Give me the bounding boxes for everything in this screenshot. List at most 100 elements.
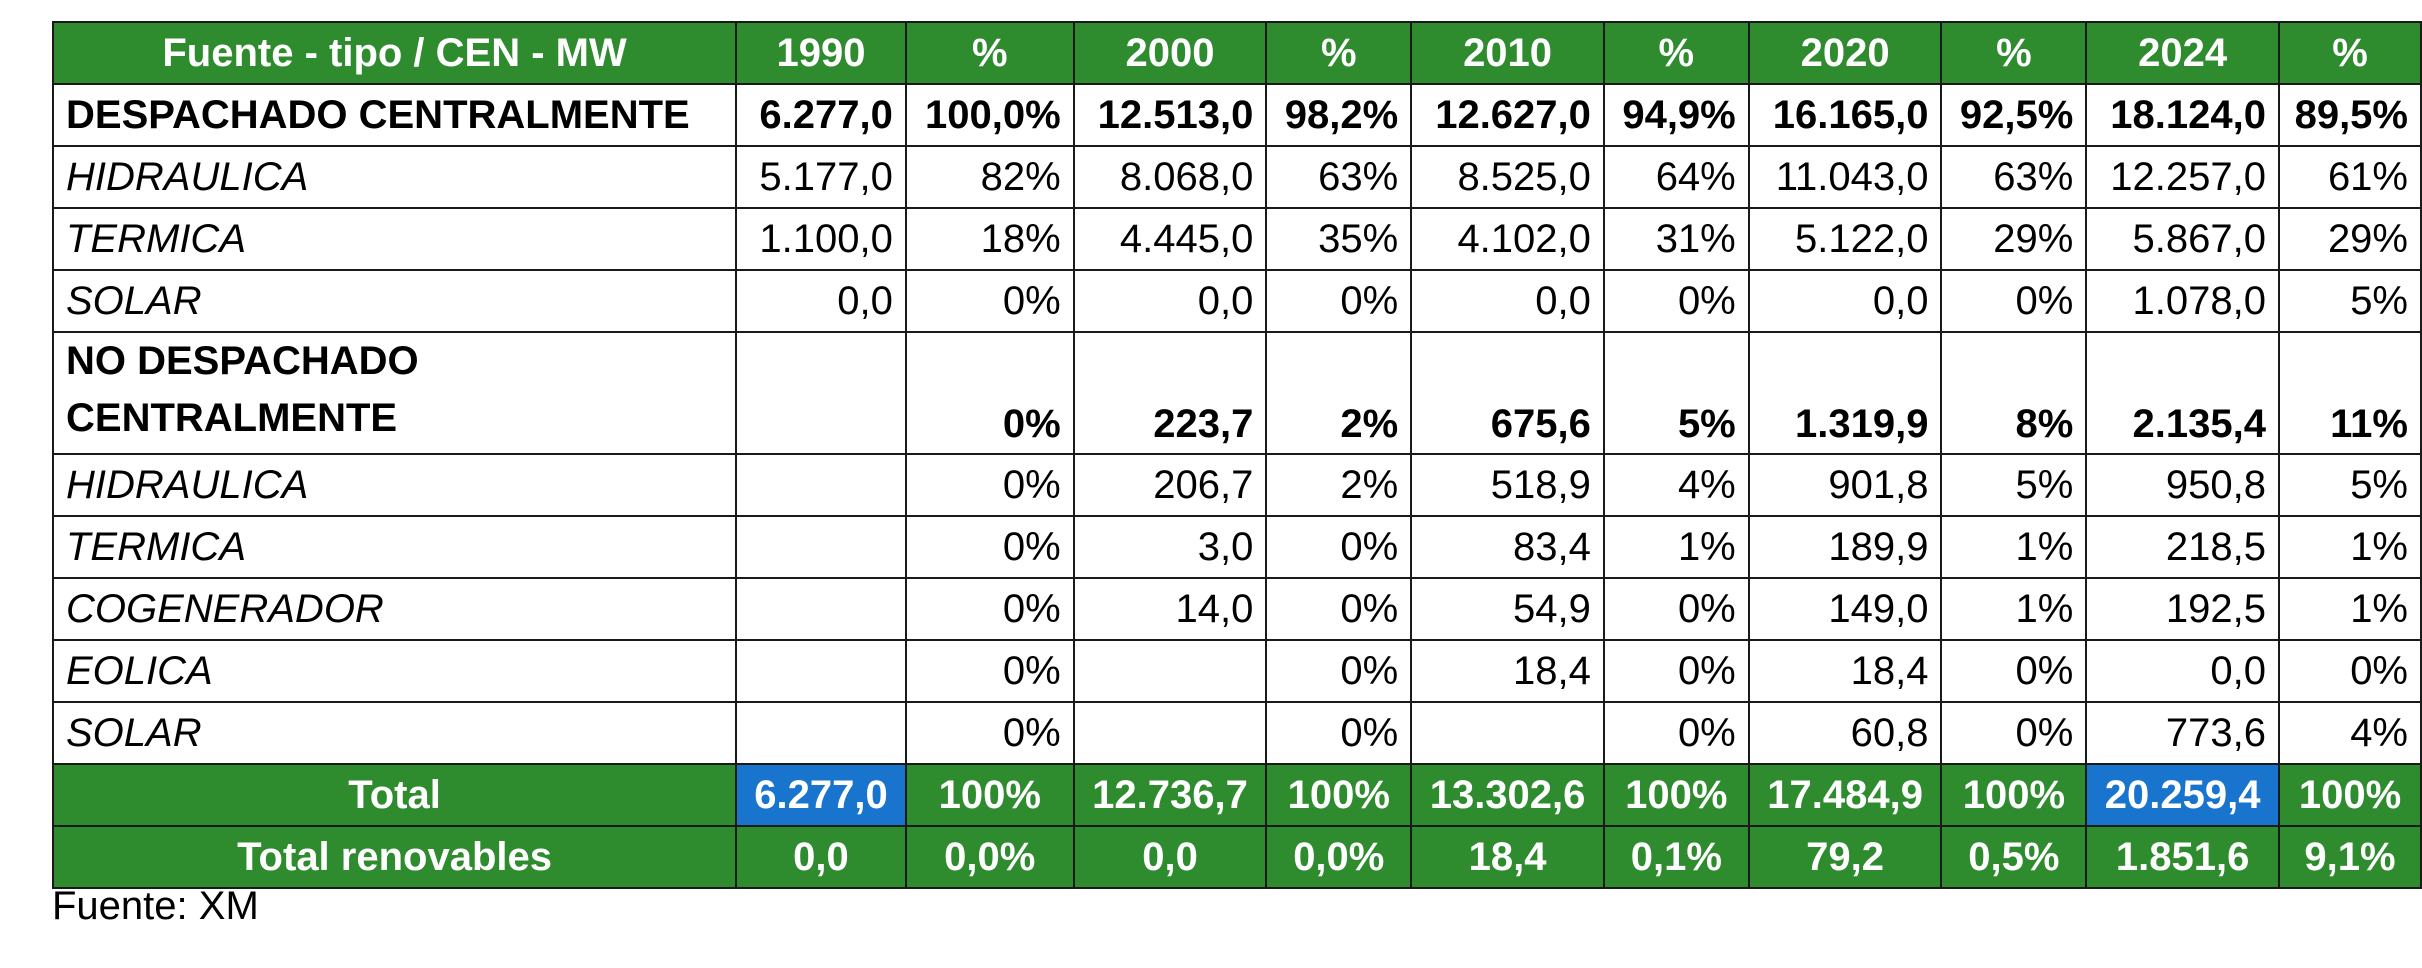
table-cell: 11% — [2278, 331, 2422, 455]
table-cell: 0% — [904, 701, 1075, 765]
table-cell: 1.319,9 — [1747, 331, 1943, 455]
table-cell: 0% — [904, 269, 1075, 333]
table-cell: 192,5 — [2085, 577, 2280, 641]
table-cell: 1% — [1940, 577, 2088, 641]
table-cell: 0% — [904, 515, 1075, 579]
table-cell: 0% — [1602, 577, 1750, 641]
table-cell: 12.627,0 — [1410, 83, 1605, 147]
table-cell: 5.867,0 — [2085, 207, 2280, 271]
table-cell: 3,0 — [1072, 515, 1268, 579]
table-cell: 0% — [904, 453, 1075, 517]
table-cell: 18,4 — [1747, 639, 1943, 703]
table-cell: 12.513,0 — [1072, 83, 1268, 147]
total-renovables-cell: 0,0% — [1265, 825, 1413, 889]
header-row: Fuente - tipo / CEN - MW 1990 % 2000 % 2… — [51, 21, 2422, 85]
table-cell: 0% — [1940, 701, 2088, 765]
header-cell: % — [1940, 21, 2088, 85]
table-cell: 0% — [1602, 701, 1750, 765]
table-cell: 35% — [1265, 207, 1413, 271]
table-row: SOLAR 0,0 0% 0,0 0% 0,0 0% 0,0 0% 1.078,… — [51, 269, 2422, 333]
table-cell: 98,2% — [1265, 83, 1413, 147]
table-cell: 0% — [904, 331, 1075, 455]
table-cell: 189,9 — [1747, 515, 1943, 579]
table-cell: 83,4 — [1410, 515, 1605, 579]
table-cell: 8.525,0 — [1410, 145, 1605, 209]
table-cell: 60,8 — [1747, 701, 1943, 765]
table-cell: 0% — [904, 577, 1075, 641]
table-cell: 61% — [2278, 145, 2422, 209]
table-row: COGENERADOR 0% 14,0 0% 54,9 0% 149,0 1% … — [51, 577, 2422, 641]
header-cell: % — [1602, 21, 1750, 85]
row-label: COGENERADOR — [51, 577, 738, 641]
table-cell: 0% — [1265, 269, 1413, 333]
table-cell: 16.165,0 — [1747, 83, 1943, 147]
table-cell: 773,6 — [2085, 701, 2280, 765]
table-cell: 223,7 — [1072, 331, 1268, 455]
table-cell: 5.122,0 — [1747, 207, 1943, 271]
table-cell: 0% — [1265, 639, 1413, 703]
table-cell: 94,9% — [1602, 83, 1750, 147]
total-cell: 17.484,9 — [1747, 763, 1943, 827]
table-cell: 18,4 — [1410, 639, 1605, 703]
table-cell: 0% — [1602, 269, 1750, 333]
total-cell: 100% — [2278, 763, 2422, 827]
header-cell: Fuente - tipo / CEN - MW — [51, 21, 738, 85]
total-row: Total 6.277,0 100% 12.736,7 100% 13.302,… — [51, 763, 2422, 827]
table-cell: 54,9 — [1410, 577, 1605, 641]
table-cell: 11.043,0 — [1747, 145, 1943, 209]
table-row: TERMICA 1.100,0 18% 4.445,0 35% 4.102,0 … — [51, 207, 2422, 271]
table-cell — [735, 331, 907, 455]
total-renovables-cell: 9,1% — [2278, 825, 2422, 889]
table-cell: 1% — [2278, 515, 2422, 579]
total-renovables-cell: 1.851,6 — [2085, 825, 2280, 889]
table-cell: 2.135,4 — [2085, 331, 2280, 455]
table-row: NO DESPACHADO CENTRALMENTE 0% 223,7 2% 6… — [51, 331, 2422, 455]
total-renovables-cell: 0,0 — [735, 825, 907, 889]
total-cell-highlighted: 6.277,0 — [735, 763, 907, 827]
table-cell: 5% — [1940, 453, 2088, 517]
table-cell: 5% — [2278, 453, 2422, 517]
table-row: HIDRAULICA 5.177,0 82% 8.068,0 63% 8.525… — [51, 145, 2422, 209]
table-cell: 4.102,0 — [1410, 207, 1605, 271]
table-cell: 64% — [1602, 145, 1750, 209]
table-cell: 4.445,0 — [1072, 207, 1268, 271]
total-cell: 100% — [1940, 763, 2088, 827]
table-cell: 29% — [2278, 207, 2422, 271]
header-cell: 2024 — [2085, 21, 2280, 85]
table-cell: 63% — [1265, 145, 1413, 209]
table-cell: 0,0 — [1747, 269, 1943, 333]
table-cell: 1% — [2278, 577, 2422, 641]
total-cell: 13.302,6 — [1410, 763, 1605, 827]
row-label: TERMICA — [51, 515, 738, 579]
header-cell: 2010 — [1410, 21, 1605, 85]
table-cell — [1410, 701, 1605, 765]
table-cell: 18% — [904, 207, 1075, 271]
table-cell: 6.277,0 — [735, 83, 907, 147]
table-cell: 18.124,0 — [2085, 83, 2280, 147]
total-renovables-row: Total renovables 0,0 0,0% 0,0 0,0% 18,4 … — [51, 825, 2422, 889]
table-cell: 218,5 — [2085, 515, 2280, 579]
total-cell: 100% — [904, 763, 1075, 827]
table-cell: 8.068,0 — [1072, 145, 1268, 209]
header-cell: % — [904, 21, 1075, 85]
header-cell: 2020 — [1747, 21, 1943, 85]
total-renovables-cell: 0,1% — [1602, 825, 1750, 889]
total-cell-highlighted: 20.259,4 — [2085, 763, 2280, 827]
row-label: DESPACHADO CENTRALMENTE — [51, 83, 738, 147]
table-cell: 4% — [2278, 701, 2422, 765]
table-cell: 0% — [2278, 639, 2422, 703]
table-cell: 0,0 — [1410, 269, 1605, 333]
table-cell: 0% — [1602, 639, 1750, 703]
table-cell: 0% — [1265, 577, 1413, 641]
row-label: HIDRAULICA — [51, 453, 738, 517]
table-cell: 63% — [1940, 145, 2088, 209]
table-cell: 5% — [1602, 331, 1750, 455]
table-cell: 5% — [2278, 269, 2422, 333]
table-cell: 675,6 — [1410, 331, 1605, 455]
table-cell: 4% — [1602, 453, 1750, 517]
table-cell: 14,0 — [1072, 577, 1268, 641]
total-renovables-cell: 0,5% — [1940, 825, 2088, 889]
total-renovables-label: Total renovables — [51, 825, 738, 889]
table-cell: 2% — [1265, 331, 1413, 455]
row-label: SOLAR — [51, 269, 738, 333]
